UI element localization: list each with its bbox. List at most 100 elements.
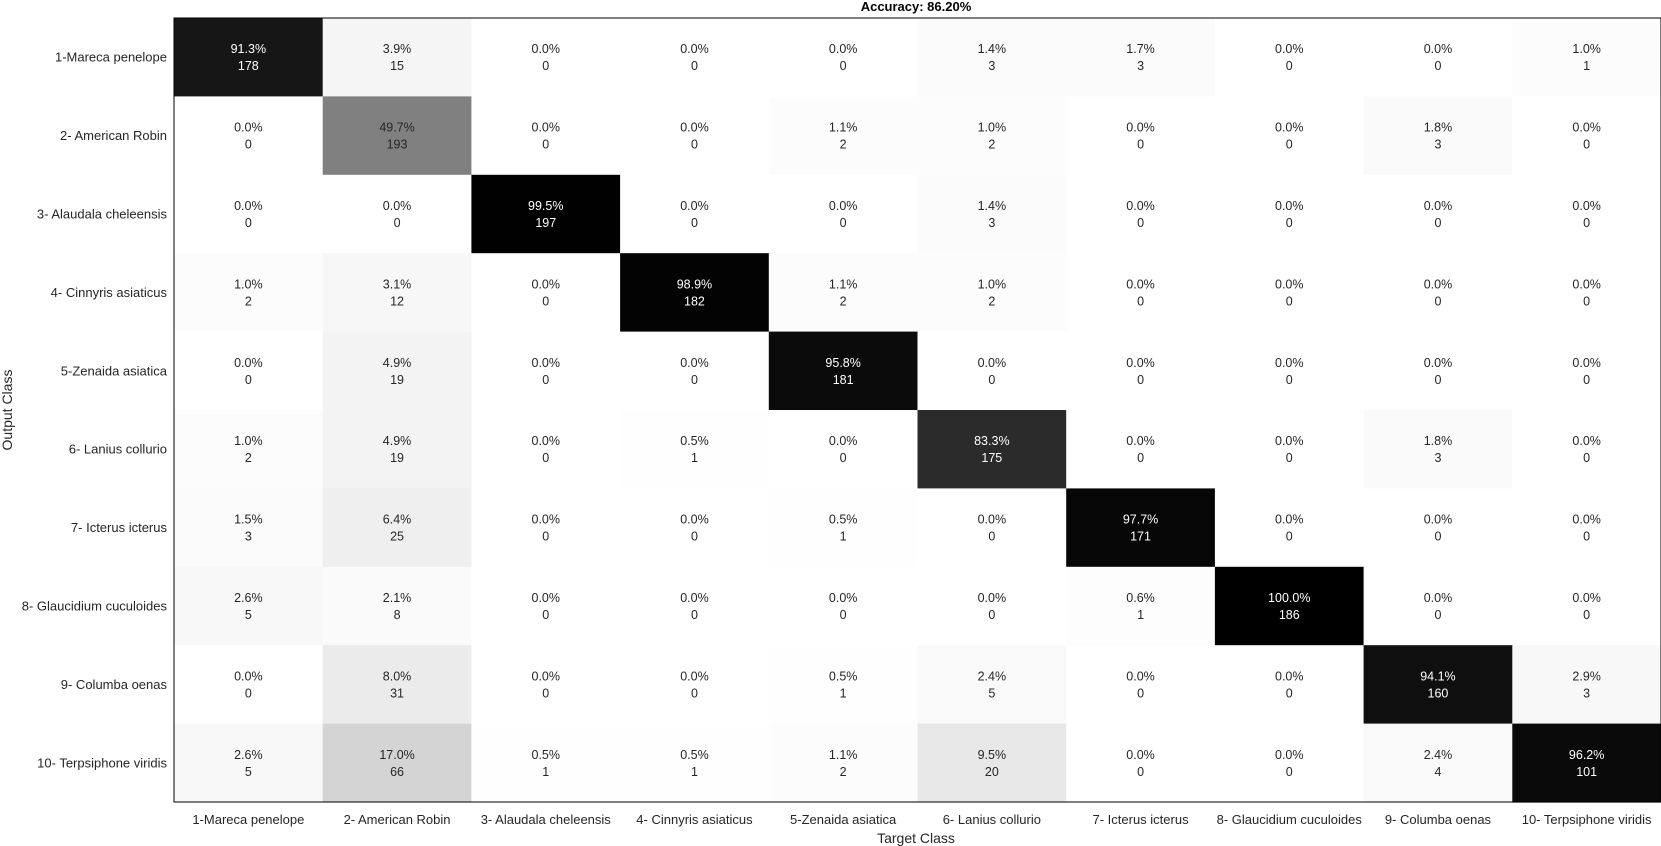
cell-percent-label: 0.0% [532, 121, 561, 135]
cell-count-label: 2 [245, 451, 252, 465]
cell-percent-label: 1.4% [978, 42, 1007, 56]
cell-percent-label: 0.0% [1424, 42, 1453, 56]
y-tick-label: 10- Terpsiphone viridis [37, 755, 167, 770]
matrix-cell [1363, 174, 1513, 254]
matrix-cell [174, 488, 324, 568]
cell-count-label: 0 [245, 373, 252, 387]
cell-percent-label: 0.0% [1572, 591, 1601, 605]
cell-percent-label: 0.5% [680, 748, 709, 762]
cell-percent-label: 9.5% [978, 748, 1007, 762]
matrix-cell [174, 723, 324, 803]
cell-percent-label: 0.0% [680, 42, 709, 56]
cell-count-label: 31 [390, 686, 404, 700]
matrix-cell [768, 488, 919, 568]
cell-percent-label: 1.0% [234, 434, 263, 448]
matrix-cell [471, 645, 621, 725]
x-tick-label: 4- Cinnyris asiaticus [636, 812, 753, 827]
cell-percent-label: 0.0% [1572, 121, 1601, 135]
cell-count-label: 66 [390, 765, 404, 779]
cell-percent-label: 1.1% [829, 121, 858, 135]
cell-count-label: 0 [542, 59, 549, 73]
matrix-cell [1512, 253, 1661, 333]
y-tick-label: 7- Icterus icterus [71, 520, 168, 535]
x-tick-label: 10- Terpsiphone viridis [1522, 812, 1652, 827]
matrix-cell [1363, 488, 1513, 568]
cell-count-label: 20 [985, 765, 999, 779]
matrix-cell [1363, 410, 1513, 489]
cell-percent-label: 1.0% [234, 277, 263, 291]
matrix-cell [620, 410, 770, 489]
cell-count-label: 0 [542, 451, 549, 465]
matrix-cell [1363, 331, 1513, 411]
matrix-cell [322, 174, 472, 254]
cell-percent-label: 0.0% [978, 356, 1007, 370]
matrix-cell [322, 566, 472, 646]
matrix-cell [1512, 566, 1661, 646]
cell-count-label: 3 [988, 59, 995, 73]
cell-percent-label: 0.0% [1424, 356, 1453, 370]
cell-count-label: 1 [542, 765, 549, 779]
cell-percent-label: 0.0% [1572, 356, 1601, 370]
cell-count-label: 0 [1434, 608, 1441, 622]
matrix-cell [322, 331, 472, 411]
cell-count-label: 0 [691, 373, 698, 387]
cell-percent-label: 1.1% [829, 277, 858, 291]
cell-percent-label: 1.0% [978, 121, 1007, 135]
cell-percent-label: 0.0% [532, 277, 561, 291]
matrix-cell [471, 331, 621, 411]
cell-percent-label: 0.0% [1424, 199, 1453, 213]
x-tick-label: 3- Alaudala cheleensis [481, 812, 612, 827]
cell-count-label: 0 [1583, 138, 1590, 152]
matrix-cell [1066, 174, 1216, 254]
matrix-cell [917, 723, 1067, 803]
matrix-cell [471, 723, 621, 803]
cell-count-label: 101 [1576, 765, 1597, 779]
cell-percent-label: 83.3% [974, 434, 1009, 448]
cell-count-label: 0 [840, 608, 847, 622]
matrix-cell [1214, 331, 1365, 411]
cell-percent-label: 0.0% [1126, 199, 1155, 213]
cell-count-label: 0 [1286, 686, 1293, 700]
matrix-cell [917, 253, 1067, 333]
cell-count-label: 0 [691, 216, 698, 230]
matrix-cell [322, 253, 472, 333]
cell-count-label: 15 [390, 59, 404, 73]
cell-count-label: 4 [1434, 765, 1441, 779]
matrix-cell [471, 18, 621, 97]
cell-percent-label: 0.5% [829, 513, 858, 527]
matrix-cell [1214, 253, 1365, 333]
matrix-cell [1214, 410, 1365, 489]
cell-percent-label: 2.1% [383, 591, 412, 605]
matrix-cell [620, 253, 770, 333]
cell-percent-label: 0.0% [978, 513, 1007, 527]
cell-count-label: 12 [390, 294, 404, 308]
cell-percent-label: 0.5% [829, 669, 858, 683]
matrix-cell [1214, 174, 1365, 254]
cell-count-label: 0 [1434, 373, 1441, 387]
cell-percent-label: 91.3% [231, 42, 266, 56]
matrix-cell [1512, 645, 1661, 725]
cell-percent-label: 2.6% [234, 748, 263, 762]
matrix-cell [1363, 566, 1513, 646]
cell-percent-label: 98.9% [677, 277, 712, 291]
cell-count-label: 0 [1583, 608, 1590, 622]
cell-percent-label: 0.0% [680, 121, 709, 135]
matrix-cell [322, 723, 472, 803]
x-axis-label: Target Class [877, 830, 955, 846]
matrix-cell [1066, 331, 1216, 411]
cell-percent-label: 0.0% [234, 356, 263, 370]
cell-count-label: 0 [1286, 373, 1293, 387]
cell-count-label: 182 [684, 294, 705, 308]
matrix-cell [471, 488, 621, 568]
cell-count-label: 0 [988, 373, 995, 387]
cell-percent-label: 2.9% [1572, 669, 1601, 683]
cell-percent-label: 0.0% [1126, 121, 1155, 135]
cell-count-label: 0 [1583, 294, 1590, 308]
cell-count-label: 1 [691, 765, 698, 779]
cell-count-label: 0 [1137, 373, 1144, 387]
cell-percent-label: 49.7% [379, 121, 414, 135]
plot-frame [173, 17, 1661, 803]
cell-count-label: 19 [390, 373, 404, 387]
cell-percent-label: 96.2% [1569, 748, 1604, 762]
cell-percent-label: 0.0% [1275, 513, 1304, 527]
